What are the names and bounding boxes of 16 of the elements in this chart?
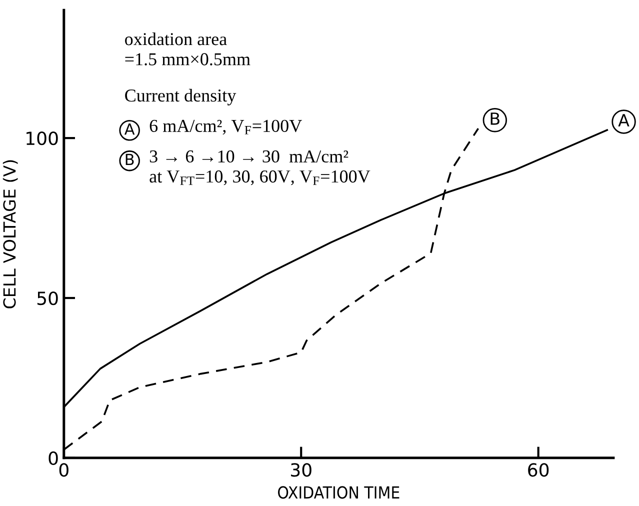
y-tick-label: 100 xyxy=(26,132,58,146)
x-tick-label: 60 xyxy=(528,463,549,477)
text: B xyxy=(490,112,500,125)
x-axis-title: OXIDATION TIME xyxy=(278,486,400,499)
annotation: Current density xyxy=(125,88,236,106)
series-label: A xyxy=(618,114,630,126)
legend-label: B xyxy=(126,154,134,166)
y-axis-title: CELL VOLTAGE (V) xyxy=(2,160,18,308)
x-tick-label: 30 xyxy=(291,463,312,477)
y-tick-label: 50 xyxy=(37,291,58,306)
annotation: 3 → 6 →10 → 30 mA/cm² at V$_{FT}$=10, 30, 60V, V$_{F}$=100V xyxy=(150,150,370,186)
annotation: oxidation area =1.5 mm×0.5mm xyxy=(125,32,250,66)
annotation: 6 mA/cm², V$_{F}$=100V xyxy=(150,120,302,135)
x-tick-label: 0 xyxy=(59,463,68,477)
y-tick-label: 0 xyxy=(48,451,58,466)
text: A xyxy=(124,123,135,135)
